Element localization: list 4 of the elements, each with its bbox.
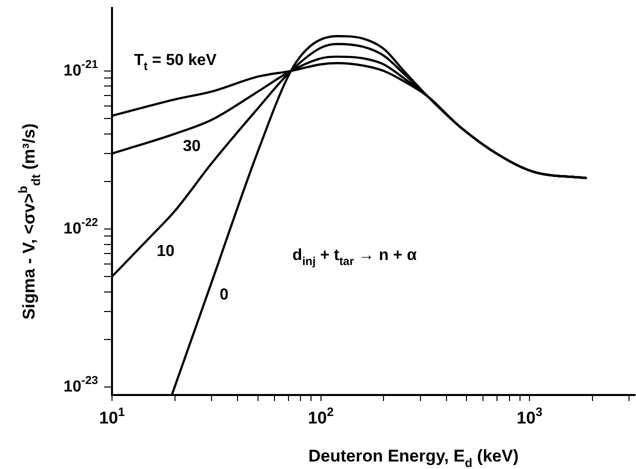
series-label: 30	[182, 138, 201, 156]
y-axis-title: Sigma - V, <σv>bdt (m³/s)	[16, 123, 43, 320]
series-label: 0	[220, 286, 229, 304]
series-label: 10	[156, 242, 175, 260]
